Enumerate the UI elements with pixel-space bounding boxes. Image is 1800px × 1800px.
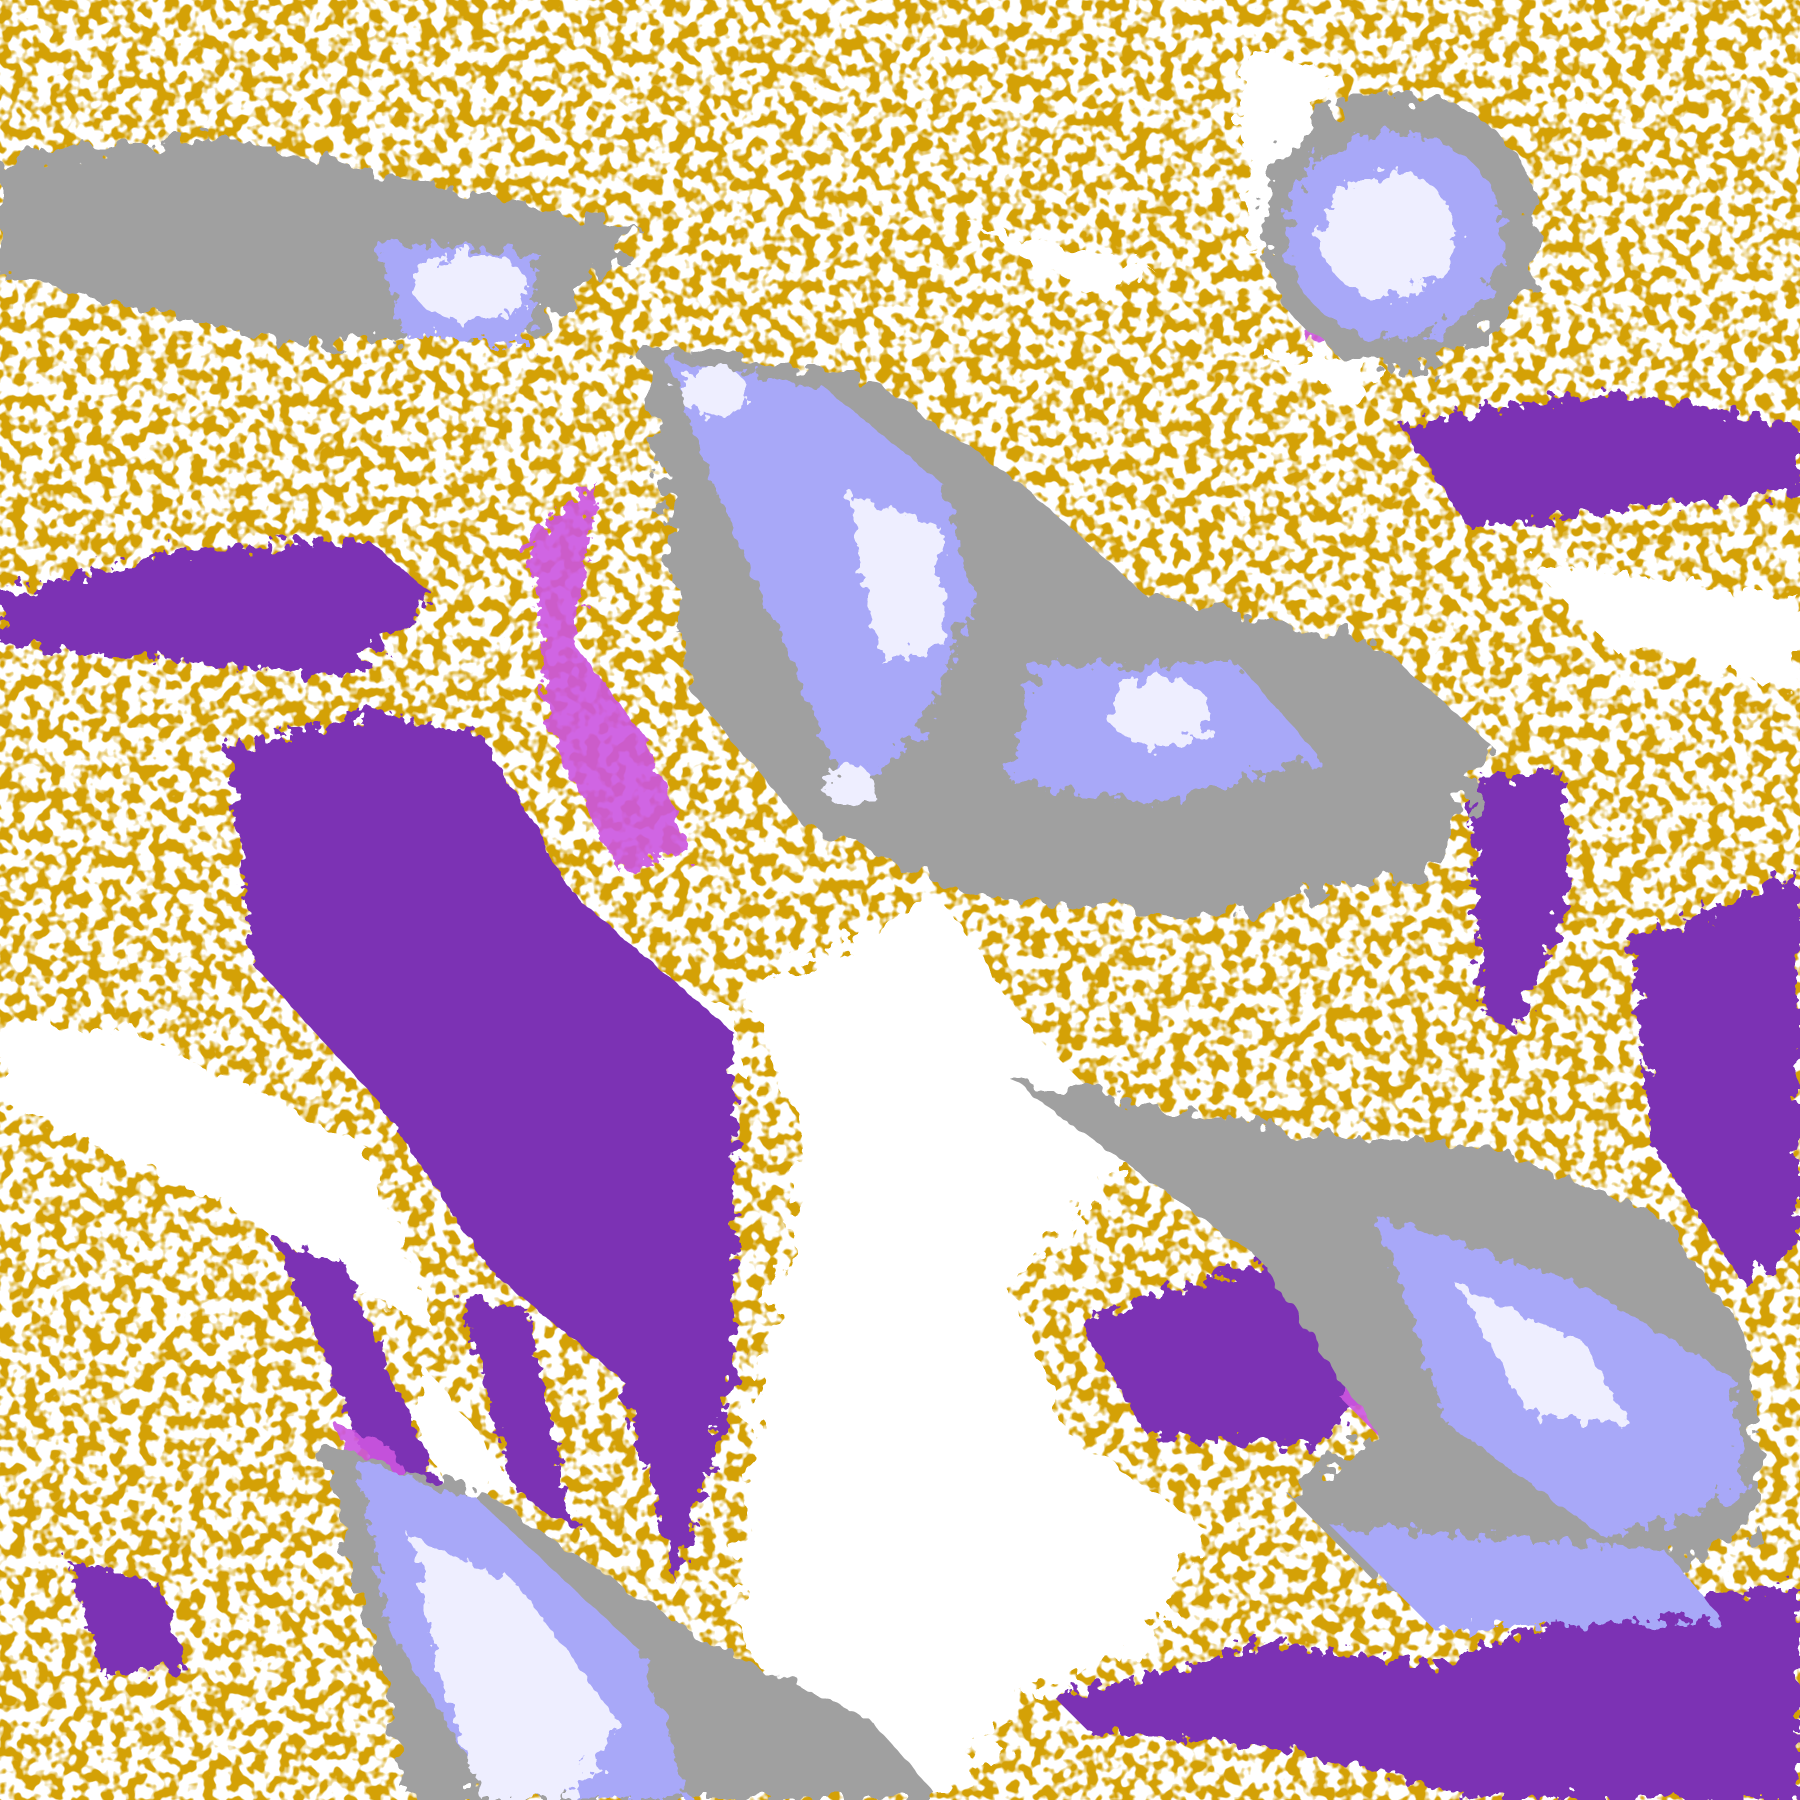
mid-cloud-regions	[0, 390, 1800, 1800]
deep-convection-cores	[413, 172, 1631, 1800]
